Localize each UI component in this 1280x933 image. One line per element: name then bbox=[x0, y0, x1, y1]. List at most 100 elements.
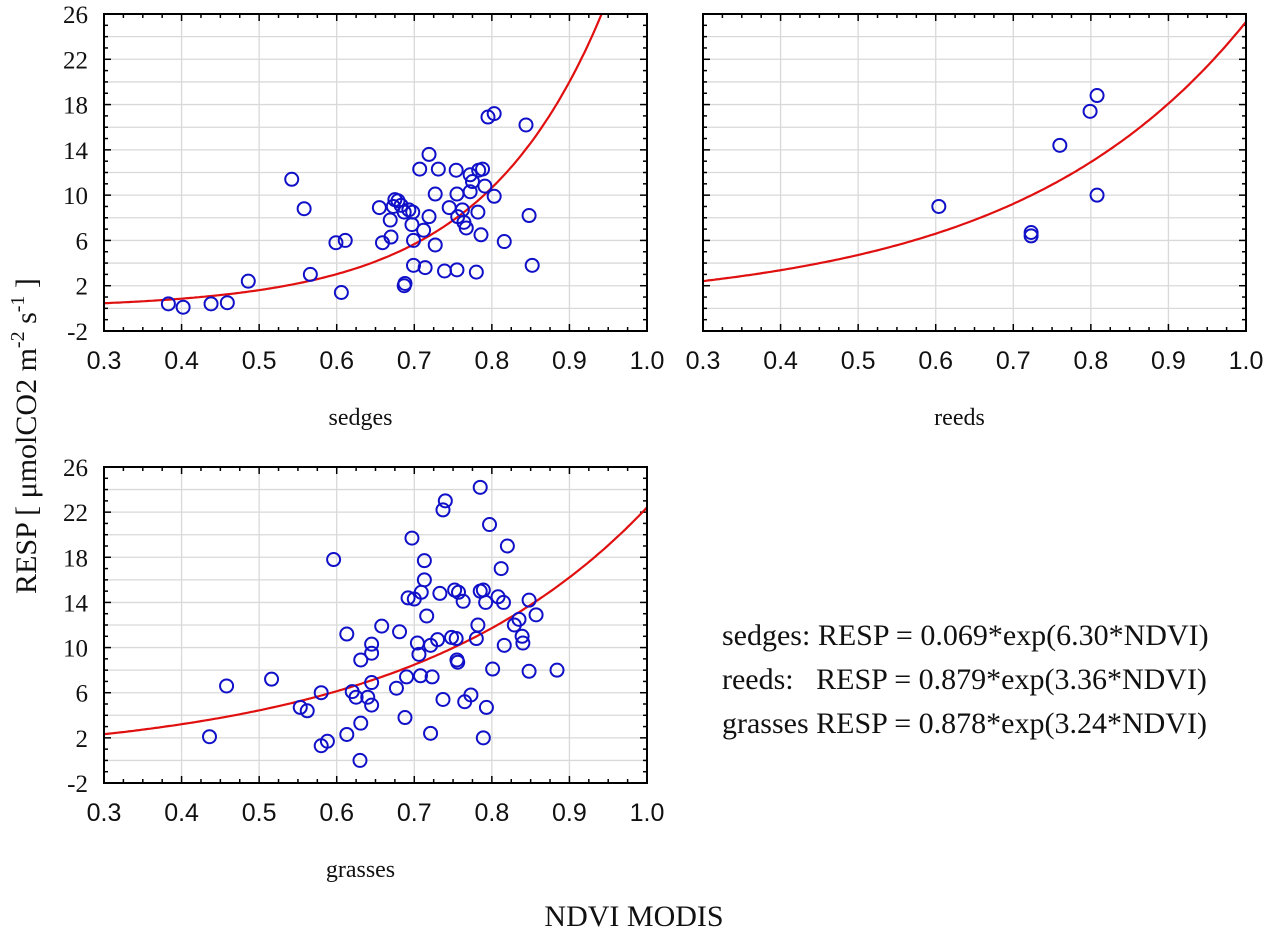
x-tick-label: 0.9 bbox=[552, 347, 587, 375]
data-point bbox=[160, 296, 176, 312]
data-points bbox=[160, 106, 540, 315]
data-point bbox=[521, 663, 537, 679]
data-point bbox=[371, 200, 387, 216]
data-point bbox=[931, 198, 947, 214]
data-point bbox=[364, 697, 380, 713]
data-point bbox=[364, 645, 380, 661]
data-point bbox=[348, 689, 364, 705]
y-axis-title-sup1: -2 bbox=[7, 331, 29, 348]
x-tick-label: 0.8 bbox=[1073, 347, 1108, 375]
panel-reeds: 0.3 0.4 0.5 0.6 0.7 0.8 0.9 1.0 reeds bbox=[686, 13, 1263, 431]
x-tick-label: 0.4 bbox=[763, 347, 798, 375]
data-points bbox=[931, 88, 1105, 244]
data-point bbox=[448, 631, 464, 647]
y-tick-label: 6 bbox=[76, 681, 89, 708]
data-point bbox=[1089, 88, 1105, 104]
data-point bbox=[485, 661, 501, 677]
data-point bbox=[328, 235, 344, 251]
data-point bbox=[388, 680, 404, 696]
data-point bbox=[468, 264, 484, 280]
data-point bbox=[1089, 187, 1105, 203]
data-point bbox=[437, 493, 453, 509]
data-point bbox=[423, 725, 439, 741]
data-point bbox=[383, 229, 399, 245]
data-point bbox=[493, 561, 509, 577]
fit-curve-grasses bbox=[104, 506, 647, 736]
data-point bbox=[406, 232, 422, 248]
y-tick-label: 26 bbox=[63, 455, 88, 482]
data-point bbox=[353, 715, 369, 731]
data-point bbox=[518, 117, 534, 133]
y-tick-label: 14 bbox=[63, 590, 89, 617]
data-point bbox=[470, 617, 486, 633]
y-tick-label: 6 bbox=[76, 228, 89, 255]
x-tick-label: 0.4 bbox=[164, 347, 199, 375]
y-tick-label: 18 bbox=[63, 93, 88, 120]
data-point bbox=[337, 232, 353, 248]
plot-frame bbox=[103, 466, 648, 784]
data-point bbox=[360, 689, 376, 705]
data-point bbox=[470, 204, 486, 220]
data-point bbox=[404, 217, 420, 233]
x-tick-label: 0.3 bbox=[686, 347, 721, 375]
panel-label-reeds: reeds bbox=[934, 405, 985, 431]
panel-label-grasses: grasses bbox=[326, 857, 395, 883]
data-point bbox=[451, 584, 467, 600]
x-tick-label: 0.7 bbox=[996, 347, 1031, 375]
data-point bbox=[424, 669, 440, 685]
data-point bbox=[284, 171, 300, 187]
data-point bbox=[405, 204, 421, 220]
data-point bbox=[478, 699, 494, 715]
y-tick-label: 10 bbox=[63, 183, 88, 210]
data-point bbox=[549, 662, 565, 678]
data-point bbox=[1082, 103, 1098, 119]
data-point bbox=[175, 299, 191, 315]
y-axis-title-main: RESP [ μmolCO2 m bbox=[10, 348, 43, 594]
data-point bbox=[313, 685, 329, 701]
data-point bbox=[417, 260, 433, 276]
x-tick-label: 0.7 bbox=[397, 799, 432, 827]
data-point bbox=[397, 275, 413, 291]
y-axis-title-mid: s bbox=[10, 312, 43, 331]
data-point bbox=[450, 654, 466, 670]
y-tick-label: 2 bbox=[76, 726, 89, 753]
x-tick-label: 0.3 bbox=[87, 799, 122, 827]
data-point bbox=[473, 227, 489, 243]
data-point bbox=[421, 146, 437, 162]
data-point bbox=[435, 502, 451, 518]
data-point bbox=[364, 636, 380, 652]
data-point bbox=[521, 592, 537, 608]
equation-sedges: sedges: RESP = 0.069*exp(6.30*NDVI) bbox=[722, 619, 1209, 652]
data-point bbox=[296, 201, 312, 217]
data-point bbox=[393, 197, 409, 213]
data-point bbox=[499, 538, 515, 554]
panel-sedges: 0.3 0.4 0.5 0.6 0.7 0.8 0.9 1.0-2261014182226se… bbox=[63, 2, 664, 431]
data-point bbox=[400, 590, 416, 606]
data-point bbox=[240, 273, 256, 289]
x-tick-label: 0.9 bbox=[552, 799, 587, 827]
data-point bbox=[292, 699, 308, 715]
data-point bbox=[486, 188, 502, 204]
data-point bbox=[264, 671, 280, 687]
data-point bbox=[511, 611, 527, 627]
gridlines bbox=[703, 14, 1246, 331]
data-point bbox=[455, 593, 471, 609]
y-tick-label: 22 bbox=[63, 47, 88, 74]
data-point bbox=[416, 572, 432, 588]
data-point bbox=[404, 530, 420, 546]
data-point bbox=[353, 652, 369, 668]
data-point bbox=[416, 222, 432, 238]
fit-curve-sedges bbox=[104, 14, 603, 305]
data-point bbox=[463, 687, 479, 703]
data-point bbox=[333, 285, 349, 301]
equations: sedges: RESP = 0.069*exp(6.30*NDVI) reed… bbox=[722, 619, 1209, 740]
data-point bbox=[478, 594, 494, 610]
data-point bbox=[299, 703, 315, 719]
x-tick-label: 0.7 bbox=[397, 347, 432, 375]
data-point bbox=[399, 669, 415, 685]
data-point bbox=[1052, 137, 1068, 153]
data-point bbox=[382, 212, 398, 228]
panel-grasses: 0.3 0.4 0.5 0.6 0.7 0.8 0.9 1.0-2261014182226gr… bbox=[63, 455, 664, 883]
x-tick-label: 0.4 bbox=[164, 799, 199, 827]
data-point bbox=[486, 106, 502, 122]
